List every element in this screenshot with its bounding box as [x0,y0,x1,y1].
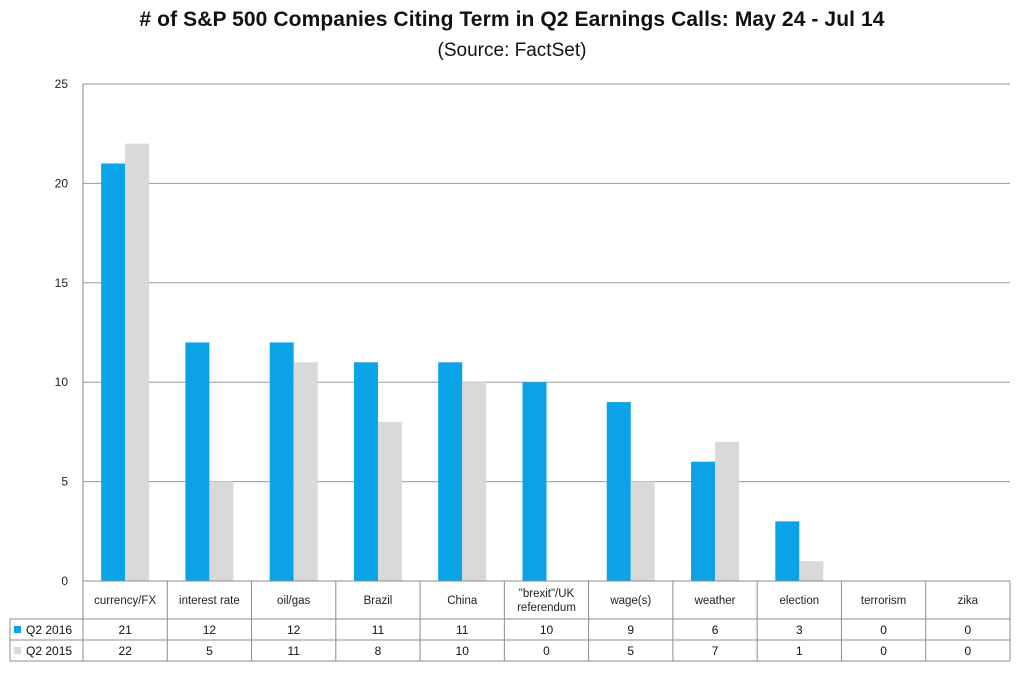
data-label: 6 [712,623,719,637]
bar-q2-2015 [715,441,740,581]
chart-subtitle: (Source: FactSet) [437,40,587,61]
data-label: 12 [287,623,301,637]
data-label: 21 [118,623,132,637]
bar-q2-2016 [101,163,126,581]
data-label: 22 [118,644,132,658]
category-label: oil/gas [277,595,310,607]
data-label: 11 [456,623,469,637]
legend-label: Q2 2015 [26,644,72,658]
data-label: 3 [796,623,803,637]
category-label: Brazil [364,595,393,607]
category-label: weather [694,595,736,607]
bar-q2-2015 [377,421,402,581]
data-label: 12 [203,623,217,637]
category-label: terrorism [861,595,906,607]
data-label: 5 [206,644,213,658]
y-tick-label: 10 [55,375,69,389]
chart-title: # of S&P 500 Companies Citing Term in Q2… [139,8,885,31]
data-label: 0 [965,623,972,637]
category-label: "brexit"/UK referendum [517,588,576,614]
data-label: 5 [627,644,634,658]
bar-q2-2016 [185,342,210,581]
bar-q2-2016 [269,342,294,581]
data-label: 10 [456,644,470,658]
category-label: interest rate [179,595,240,607]
data-label: 8 [375,644,382,658]
category-label: currency/FX [94,595,156,607]
data-label: 0 [965,644,972,658]
bar-q2-2015 [462,382,487,581]
y-tick-label: 20 [55,176,69,190]
data-label: 9 [627,623,634,637]
legend-key [14,626,21,633]
data-label: 11 [287,644,300,658]
y-tick-label: 15 [55,276,69,290]
y-tick-label: 25 [55,77,69,91]
bar-q2-2015 [799,561,824,581]
y-tick-label: 5 [61,475,68,489]
bar-q2-2015 [293,362,318,581]
bar-q2-2016 [438,362,463,581]
category-label: wage(s) [609,595,651,607]
bar-q2-2016 [775,521,800,581]
data-label: 0 [543,644,550,658]
bar-q2-2016 [606,402,631,581]
data-label: 11 [372,623,385,637]
bar-q2-2015 [125,143,150,581]
bar-q2-2016 [522,382,547,581]
legend-key [14,647,21,654]
legend-label: Q2 2016 [26,623,72,637]
category-label: zika [958,595,979,607]
bar-q2-2015 [209,481,234,581]
data-label: 10 [540,623,554,637]
bar-q2-2015 [630,481,655,581]
data-label: 0 [880,644,887,658]
y-tick-label: 0 [61,574,68,588]
bar-q2-2016 [691,461,716,581]
category-label: election [779,595,819,607]
data-label: 0 [880,623,887,637]
data-label: 7 [712,644,719,658]
data-label: 1 [796,644,803,658]
bar-q2-2016 [353,362,378,581]
category-label: China [447,595,478,607]
